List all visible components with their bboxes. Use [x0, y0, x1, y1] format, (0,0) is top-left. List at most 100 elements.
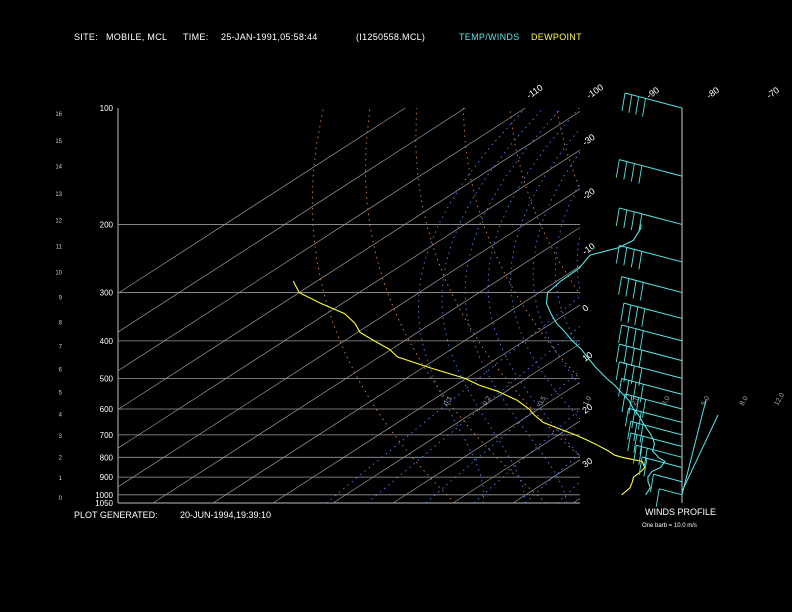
- wind-barb-feather: [638, 251, 643, 270]
- isotherm--40: [332, 343, 580, 503]
- wind-barb-staff: [619, 207, 683, 225]
- wind-barb-feather: [642, 98, 646, 117]
- isotherm--130: [118, 108, 406, 294]
- wind-barb-feather: [633, 422, 638, 442]
- wind-barb-feather: [627, 304, 632, 324]
- mixing-ratio-label-4: 2.0: [631, 395, 642, 407]
- wind-barb-feather: [643, 458, 648, 477]
- wind-barb-staff-surface: [681, 399, 707, 495]
- wind-barb-staff-surface: [681, 414, 719, 492]
- wind-barb-feather: [638, 213, 643, 232]
- height-label-14: 14: [55, 165, 62, 171]
- height-label-16: 16: [55, 112, 62, 118]
- isotherm--110: [118, 108, 526, 372]
- isotherm-label-top--80: -80: [705, 85, 721, 101]
- wind-barb-feather: [623, 346, 628, 365]
- moist-adiabat-line: [464, 108, 568, 503]
- wind-barb-feather: [638, 367, 643, 386]
- isotherm-label-right-30: 30: [580, 456, 594, 470]
- isotherm-label-top--90: -90: [645, 85, 661, 101]
- isotherm--10: [512, 459, 580, 503]
- height-label-12: 12: [55, 218, 62, 224]
- wind-barb-staff: [630, 432, 683, 447]
- moist-adiabat-line: [576, 233, 580, 293]
- height-label-4: 4: [59, 412, 63, 418]
- wind-barb-feather: [638, 456, 643, 476]
- wind-barb-feather: [641, 308, 646, 327]
- isotherm--20: [452, 420, 580, 503]
- time-value: 25-JAN-1991,05:58:44: [221, 32, 318, 42]
- wind-barb-feather: [628, 94, 633, 113]
- isotherm--100: [118, 110, 580, 410]
- wind-barb-feather: [630, 163, 635, 182]
- pressure-label-200: 200: [100, 220, 114, 229]
- plot-generated-value: 20-JUN-1994,19:39:10: [180, 510, 272, 520]
- wind-barb-feather: [623, 363, 628, 382]
- pressure-label-800: 800: [100, 453, 114, 462]
- pressure-label-700: 700: [100, 431, 114, 440]
- height-label-2: 2: [59, 455, 63, 461]
- legend-temp-winds: TEMP/WINDS: [459, 32, 520, 42]
- isotherm-label-top--100: -100: [585, 82, 605, 101]
- wind-barb-feather: [639, 330, 644, 349]
- height-label-7: 7: [59, 344, 63, 350]
- wind-barb-feather: [634, 306, 639, 325]
- wind-barb-feather: [623, 209, 628, 228]
- wind-barb-staff: [624, 393, 683, 410]
- wind-barb-feather: [635, 96, 640, 115]
- pressure-label-500: 500: [100, 374, 114, 383]
- wind-barb-feather: [623, 161, 628, 180]
- wind-barb-staff: [621, 276, 683, 294]
- winds-profile-title: WINDS PROFILE: [645, 507, 717, 517]
- winds-profile-panel: [615, 92, 719, 507]
- wind-barb-feather: [638, 165, 643, 184]
- isotherm-label-right--20: -20: [580, 186, 596, 202]
- wind-barb-staff: [636, 444, 683, 458]
- isotherm--90: [118, 149, 580, 449]
- height-label-5: 5: [59, 390, 63, 396]
- mixing-ratio-label-2: 0.5: [537, 395, 548, 407]
- wind-barb-feather: [615, 207, 620, 227]
- mixing-ratio-line: [326, 295, 580, 503]
- wind-barb-feather: [642, 399, 646, 418]
- mixing-ratio-label-8: 12.0: [773, 392, 786, 407]
- moist-adiabat-line: [532, 151, 580, 386]
- wind-barb-staff: [628, 407, 683, 423]
- legend-dewpoint: DEWPOINT: [531, 32, 582, 42]
- isotherm-30: [753, 108, 792, 503]
- wind-barb-staff: [653, 473, 683, 483]
- wind-barb-feather: [632, 382, 637, 401]
- wind-barb-feather: [632, 445, 637, 464]
- height-label-15: 15: [55, 139, 62, 145]
- wind-barb-feather: [643, 448, 648, 467]
- height-label-9: 9: [59, 295, 63, 301]
- moist-adiabat-line: [487, 108, 580, 458]
- isotherm-label-right-20: 20: [580, 402, 594, 416]
- wind-barb-feather: [625, 380, 630, 399]
- wind-barb-feather: [639, 424, 644, 443]
- wind-barb-feather: [623, 247, 628, 266]
- dry-adiabat-line: [462, 108, 580, 380]
- height-label-8: 8: [59, 320, 63, 326]
- wind-barb-feather: [639, 282, 644, 301]
- wind-barb-feather: [618, 324, 623, 344]
- wind-barb-feather: [635, 397, 640, 416]
- wind-barb-feather: [630, 249, 635, 268]
- isotherm--120: [118, 108, 466, 333]
- wind-barb-feather: [615, 245, 620, 264]
- mixing-ratio-label-3: 1.0: [582, 395, 593, 407]
- wind-barb-staff: [619, 343, 683, 362]
- plot-clip-group: [118, 108, 792, 503]
- wind-barb-feather: [633, 434, 638, 453]
- wind-barb-feather: [630, 211, 635, 230]
- mixing-ratio-line: [600, 108, 792, 503]
- isotherm-label-right--30: -30: [580, 132, 596, 148]
- wind-barb-feather: [621, 92, 626, 112]
- mixing-ratio-line: [641, 108, 792, 503]
- mixing-ratio-label-7: 8.0: [739, 395, 750, 407]
- mixing-ratio-line: [524, 452, 580, 503]
- wind-barb-feather: [625, 278, 630, 297]
- moist-adiabat-line: [510, 127, 580, 420]
- wind-barb-staff: [659, 488, 683, 496]
